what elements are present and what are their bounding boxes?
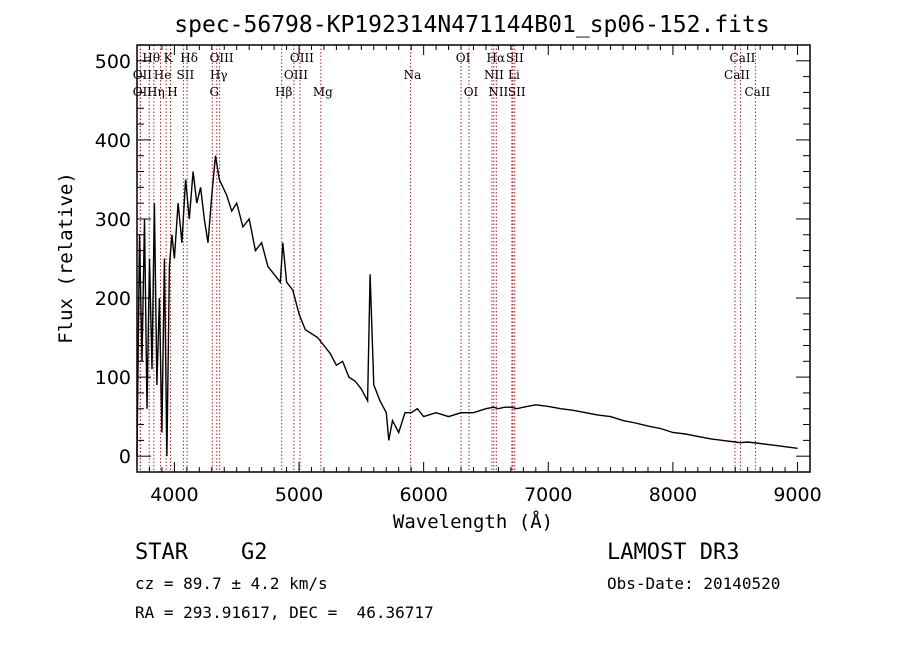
x-tick-label: 4000 [150,484,198,506]
spectral-line-label: Hα [487,51,506,65]
spectral-line-label: Hβ [275,85,292,99]
subclass: G2 [241,540,268,565]
y-tick-label: 0 [119,446,131,468]
y-tick-label: 200 [95,288,131,310]
y-axis-label: Flux (relative) [55,172,77,344]
spectral-line-label: Hγ [210,68,228,82]
spectral-line-label: Hθ [142,51,160,65]
observation-date: Obs-Date: 20140520 [607,574,781,593]
spectral-line-label: Hη [147,85,165,99]
object-class: STAR [135,540,188,565]
spectral-line-label: CaII [744,85,770,99]
spectral-line-label: NII [488,85,508,99]
spectral-line-label: OI [464,85,479,99]
coordinates-info: RA = 293.91617, DEC = 46.36717 [135,603,434,622]
x-tick-label: 8000 [649,484,697,506]
y-tick-label: 400 [95,130,131,152]
y-tick-label: 500 [95,51,131,73]
spectral-line-label: Hδ [180,51,198,65]
spectral-line-label: H [167,85,177,99]
spectral-line-label: CaII [730,51,756,65]
spectral-line-label: He [154,68,172,82]
plot-frame [136,44,811,473]
spectral-line-label: OIII [290,51,314,65]
x-tick-label: 7000 [524,484,572,506]
survey-name: LAMOST DR3 [607,540,740,565]
x-tick-label: 5000 [275,484,323,506]
spectral-line-label: OI [456,51,471,65]
y-tick-label: 300 [95,209,131,231]
spectral-line-label: SII [177,68,195,82]
spectral-line-label: Na [404,68,422,82]
x-tick-label: 9000 [773,484,821,506]
redshift-info: cz = 89.7 ± 4.2 km/s [135,574,328,593]
spectral-line-label: SII [506,51,524,65]
y-tick-label: 100 [95,367,131,389]
x-tick-label: 6000 [399,484,447,506]
spectral-line-label: CaII [724,68,750,82]
spectral-line-label: G [209,85,219,99]
x-axis-label: Wavelength (Å) [393,510,553,533]
spectral-line-label: OII [133,68,153,82]
spectral-line-label: NII [484,68,504,82]
spectral-line-label: OIII [210,51,234,65]
chart-title: spec-56798-KP192314N471144B01_sp06-152.f… [174,12,769,38]
spectral-lines-layer [139,45,756,472]
spectral-line-label: Mg [313,85,333,99]
spectral-line-label: K [164,51,174,65]
spectral-line-label: Li [508,68,520,82]
spectral-line-label: SII [508,85,526,99]
spectrum-series-line [136,155,798,457]
axis-ticks: 4000 5000 6000 7000 8000 9000 0 100 200 300 400 500 [95,44,822,506]
spectral-line-label: OIII [284,68,308,82]
